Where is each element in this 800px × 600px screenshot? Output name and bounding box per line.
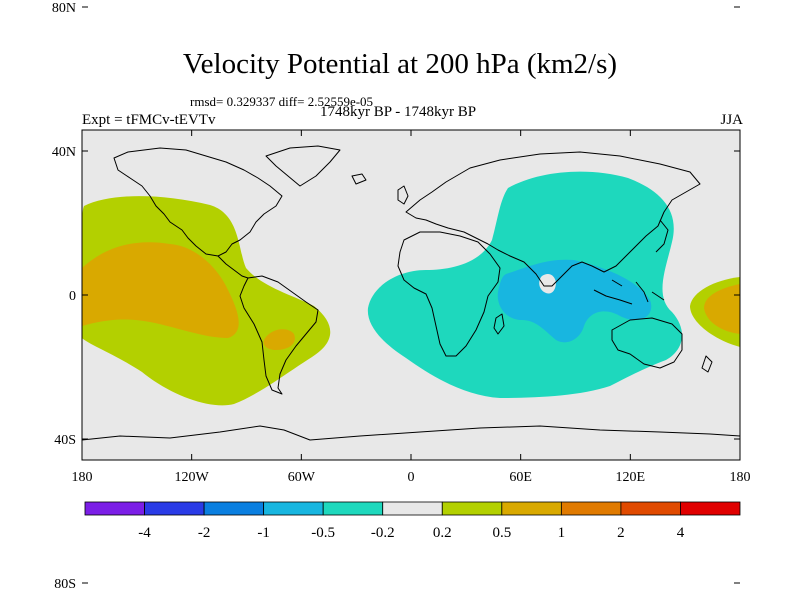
colorbar-label: 0.5 [492, 525, 511, 541]
colorbar-swatch [620, 501, 681, 516]
lon-tick-label: 60E [509, 470, 532, 485]
lon-tick-label: 120E [616, 470, 646, 485]
coastline-south-america [239, 275, 319, 395]
coastline-australia [611, 317, 683, 369]
season-label: JJA [720, 112, 743, 128]
colorbar-swatch [84, 501, 145, 516]
lon-tick-label: 180 [72, 470, 93, 485]
contour-fill-group [82, 145, 740, 441]
latitude-axis: 80N 40N 0 40S 80S [52, 1, 740, 592]
lat-tick-label: 40N [52, 145, 76, 160]
lat-tick-label: 0 [69, 289, 76, 304]
colorbar-label: -1 [257, 525, 270, 541]
colorbar-label: -0.2 [371, 525, 395, 541]
lon-tick-label: 120W [175, 470, 210, 485]
colorbar-label: 2 [617, 525, 625, 541]
lat-tick-label: 40S [54, 433, 76, 448]
coastline-japan [655, 219, 669, 253]
colorbar-swatch [203, 501, 265, 516]
lat-tick-label: 80S [54, 577, 76, 592]
stats-text: rmsd= 0.329337 diff= 2.52559e-05 [190, 94, 374, 109]
colorbar-label: -0.5 [311, 525, 335, 541]
colorbar-swatch [382, 501, 443, 516]
colorbar-swatch [560, 501, 622, 516]
experiment-label: Expt = tFMCv-tEVTv [82, 112, 216, 128]
coastlines [82, 145, 740, 441]
colorbar-label: -4 [138, 525, 151, 541]
coastline-antarctica [82, 425, 740, 441]
coastline-greenland [265, 145, 341, 187]
period-label: 1748kyr BP - 1748kyr BP [320, 104, 477, 120]
colorbar-swatch [680, 501, 741, 516]
coastline-southeast-asia-islands [593, 279, 665, 305]
lon-tick-label: 180 [730, 470, 751, 485]
coastline-new-zealand [701, 355, 713, 373]
colorbar: -4 -2 -1 -0.5 -0.2 0.2 0.5 1 2 4 [84, 501, 741, 541]
colorbar-label: 4 [677, 525, 685, 541]
lat-tick-label: 80N [52, 1, 76, 16]
colorbar-swatch [322, 501, 384, 516]
region-pacific-positive-inner [82, 242, 239, 338]
region-west-pacific-positive-inner [704, 284, 740, 334]
colorbar-swatch [263, 501, 324, 516]
chart-title: Velocity Potential at 200 hPa (km2/s) [182, 48, 618, 80]
region-andes-positive-inner [263, 329, 295, 350]
colorbar-label: 1 [558, 525, 566, 541]
coastline-central-america [217, 255, 249, 279]
region-arabian-sea-gap [539, 274, 556, 294]
lon-tick-label: 0 [408, 470, 415, 485]
coastline-british-isles [397, 185, 409, 205]
coastline-north-america [113, 147, 283, 257]
lon-tick-label: 60W [288, 470, 316, 485]
coastline-eurasia [405, 151, 701, 287]
coastline-madagascar [493, 313, 505, 335]
coastline-iceland [351, 173, 367, 185]
longitude-axis: 180 120W 60W 0 60E 120E 180 [72, 130, 751, 485]
colorbar-swatch [441, 501, 503, 516]
coastline-africa [397, 231, 501, 357]
colorbar-label: 0.2 [433, 525, 452, 541]
colorbar-swatch [144, 501, 205, 516]
colorbar-label: -2 [198, 525, 211, 541]
colorbar-swatch [501, 501, 562, 516]
